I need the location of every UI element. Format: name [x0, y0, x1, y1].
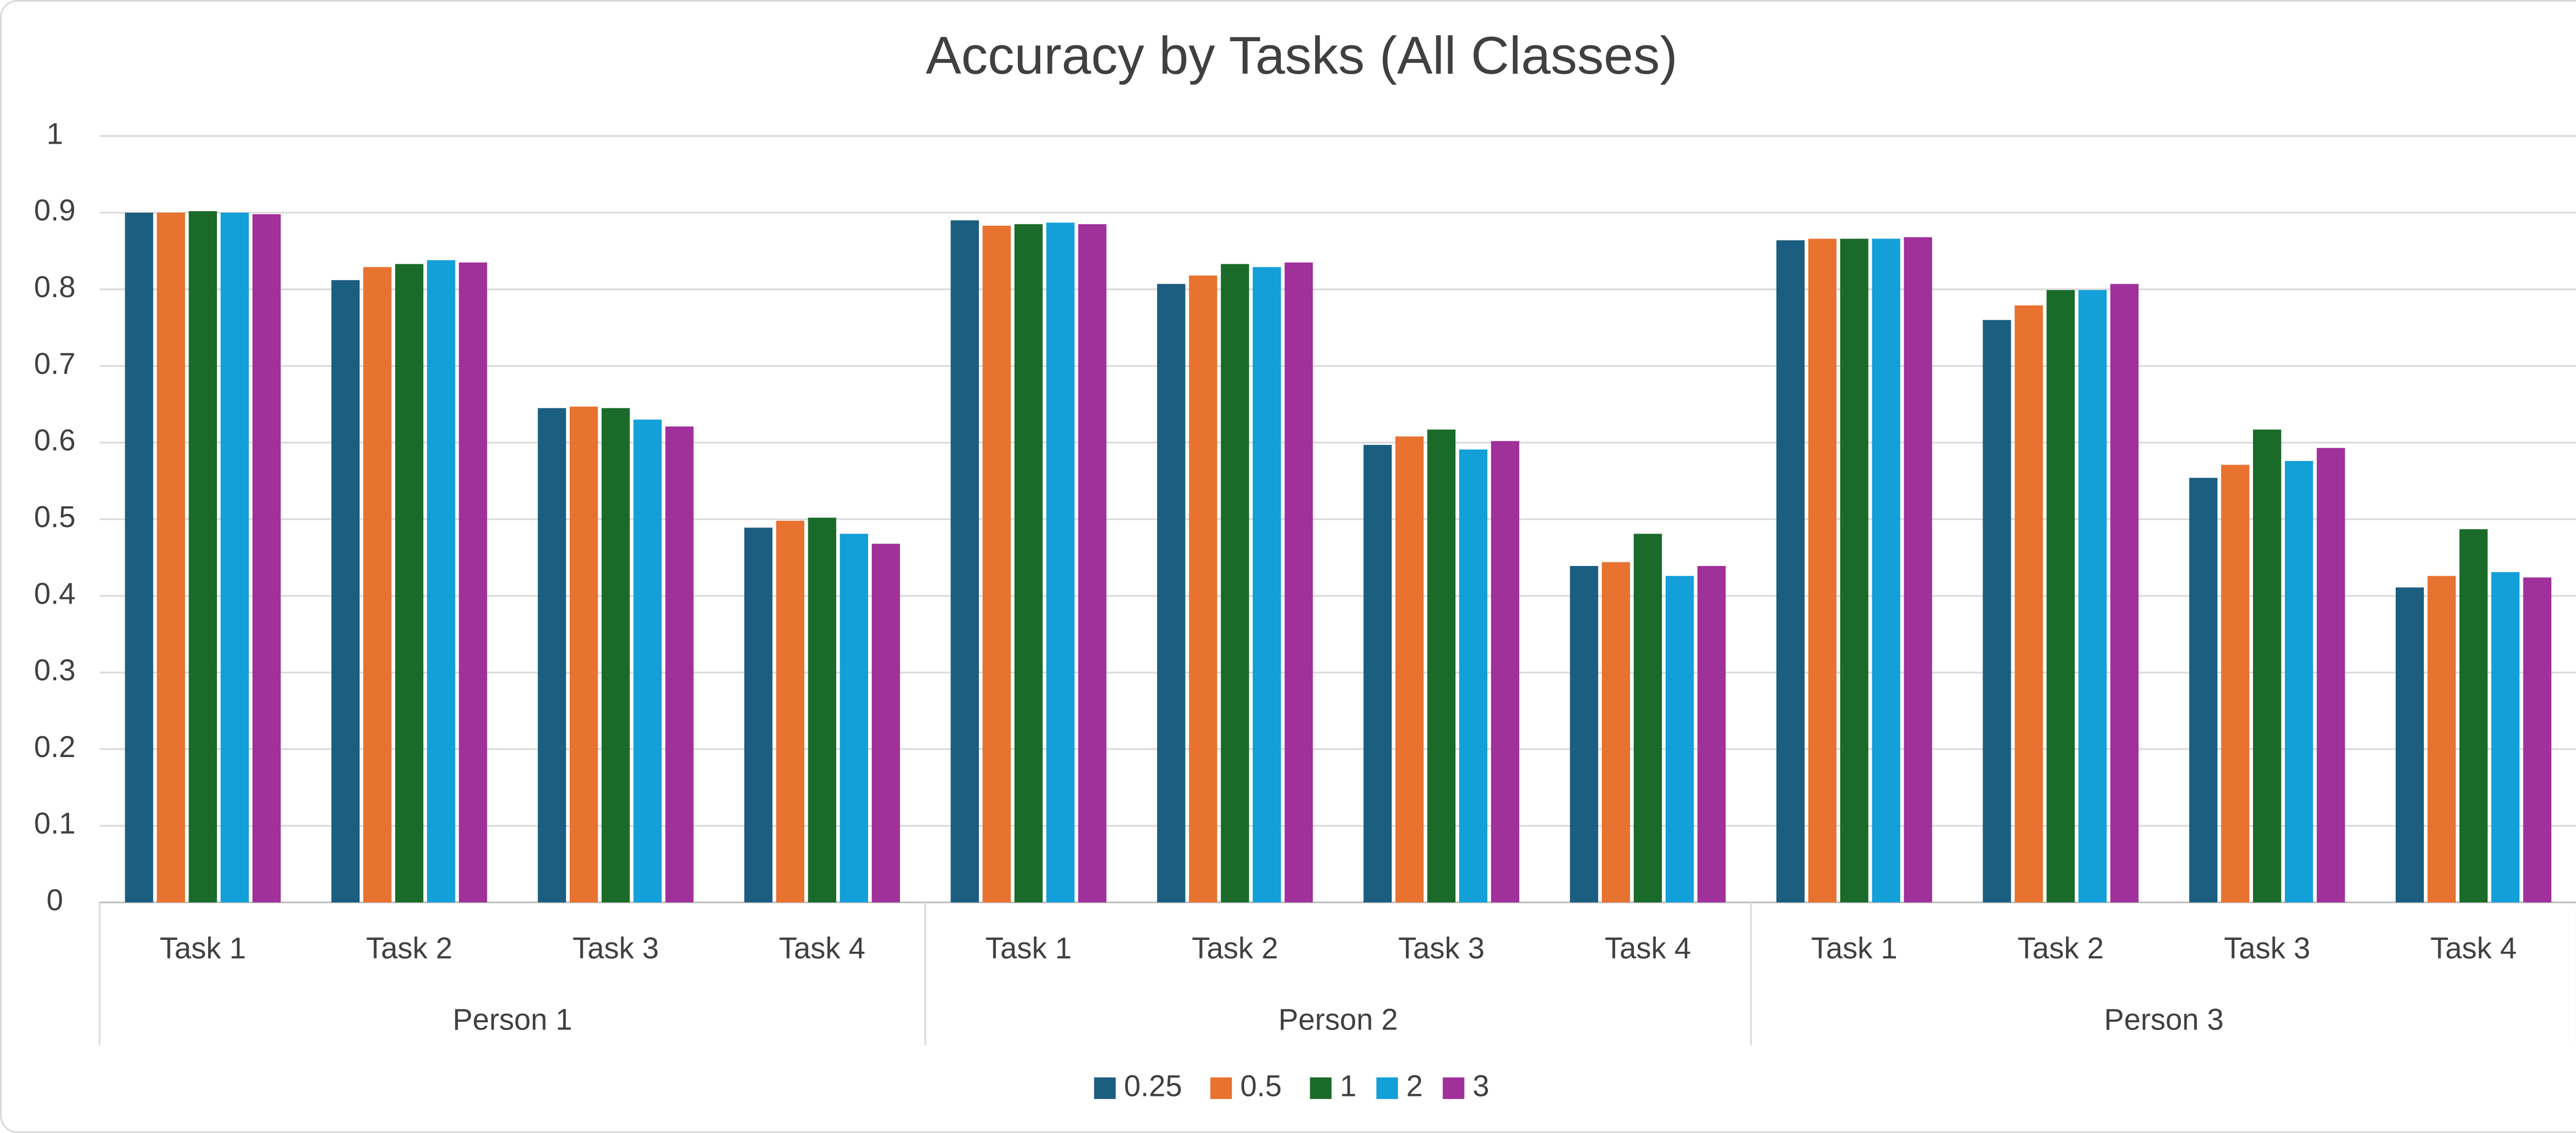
bar — [1459, 449, 1487, 903]
group-label: Person 1 — [453, 1004, 572, 1037]
bar — [189, 211, 217, 903]
bar — [808, 518, 837, 903]
bar — [2253, 430, 2281, 903]
bar — [2491, 572, 2520, 903]
bar — [2284, 461, 2313, 903]
bar — [1252, 267, 1281, 903]
bar — [872, 543, 900, 903]
bar — [2221, 465, 2249, 903]
bar — [221, 212, 249, 903]
bar — [427, 260, 455, 903]
legend-swatch — [1094, 1077, 1116, 1099]
bar — [2427, 576, 2456, 903]
bar — [1157, 284, 1185, 903]
legend-swatch — [1210, 1077, 1232, 1099]
bar — [569, 406, 598, 903]
x-tick-label: Task 2 — [366, 932, 453, 965]
legend-swatch — [1443, 1077, 1465, 1099]
bar — [744, 527, 773, 903]
bar — [2523, 577, 2552, 903]
x-tick-label: Task 4 — [779, 932, 866, 965]
x-tick-label: Task 2 — [1192, 932, 1278, 965]
bar — [1840, 238, 1869, 903]
y-tick-label: 0.3 — [34, 654, 76, 687]
bar — [1872, 238, 1901, 903]
x-tick-label: Task 1 — [160, 932, 246, 965]
bar — [363, 267, 392, 903]
bar — [1665, 576, 1694, 903]
bar — [1634, 534, 1662, 903]
y-tick-label: 0.2 — [34, 731, 76, 764]
x-tick-label: Task 3 — [2224, 932, 2311, 965]
chart-title: Accuracy by Tasks (All Classes) — [926, 26, 1677, 85]
bar — [982, 226, 1011, 903]
bar — [1189, 275, 1217, 903]
bar — [633, 419, 662, 903]
y-tick-label: 1 — [46, 117, 63, 150]
bar — [951, 220, 979, 903]
bar — [1363, 444, 1392, 903]
bar — [1982, 320, 2011, 903]
bar — [2078, 290, 2107, 903]
x-tick-label: Task 4 — [2430, 932, 2517, 965]
bar — [2014, 305, 2043, 903]
bar — [1570, 565, 1599, 903]
y-tick-label: 0.1 — [34, 808, 76, 840]
bar — [1491, 441, 1519, 903]
bar — [1046, 222, 1075, 903]
bar — [459, 262, 487, 903]
y-tick-label: 0.7 — [34, 348, 76, 381]
bar — [157, 212, 185, 903]
legend-swatch — [1310, 1077, 1332, 1099]
bar — [1808, 238, 1837, 903]
group-label: Person 2 — [1278, 1004, 1398, 1037]
bar — [601, 408, 630, 903]
y-tick-label: 0.8 — [34, 271, 76, 304]
bar — [1602, 562, 1630, 903]
bar — [665, 426, 694, 903]
bar — [2459, 529, 2488, 903]
bar — [2189, 477, 2218, 903]
y-tick-label: 0.6 — [34, 424, 76, 457]
x-tick-label: Task 3 — [572, 932, 659, 965]
bar — [331, 280, 360, 903]
bar — [2110, 284, 2139, 903]
y-tick-label: 0.9 — [34, 194, 76, 227]
group-label: Person 3 — [2104, 1004, 2224, 1037]
bar — [252, 214, 281, 903]
bar — [1014, 224, 1043, 903]
bar — [2316, 448, 2345, 903]
bar — [1395, 436, 1424, 903]
legend-label: 0.5 — [1240, 1070, 1282, 1103]
legend-label: 3 — [1472, 1070, 1489, 1103]
bar — [1427, 430, 1456, 903]
legend-swatch — [1376, 1077, 1398, 1099]
legend-label: 2 — [1406, 1070, 1423, 1103]
legend-label: 0.25 — [1124, 1070, 1182, 1103]
y-tick-label: 0.4 — [34, 577, 76, 610]
x-tick-label: Task 4 — [1605, 932, 1691, 965]
bar — [1221, 264, 1249, 903]
bar — [776, 521, 805, 903]
bar — [2395, 587, 2424, 903]
x-tick-label: Task 1 — [1811, 932, 1897, 965]
bar — [125, 212, 154, 903]
bar — [537, 408, 566, 903]
y-tick-label: 0 — [46, 884, 63, 917]
bar — [1697, 565, 1726, 903]
bar — [840, 534, 868, 903]
legend-label: 1 — [1340, 1070, 1357, 1103]
bar — [395, 264, 423, 903]
bar — [1078, 224, 1107, 903]
bar — [2046, 290, 2075, 903]
bar — [1284, 262, 1313, 903]
y-tick-label: 0.5 — [34, 501, 76, 534]
bar — [1904, 237, 1933, 903]
bar — [1776, 240, 1805, 903]
x-tick-label: Task 1 — [986, 932, 1072, 965]
x-tick-label: Task 2 — [2018, 932, 2104, 965]
x-tick-label: Task 3 — [1398, 932, 1485, 965]
